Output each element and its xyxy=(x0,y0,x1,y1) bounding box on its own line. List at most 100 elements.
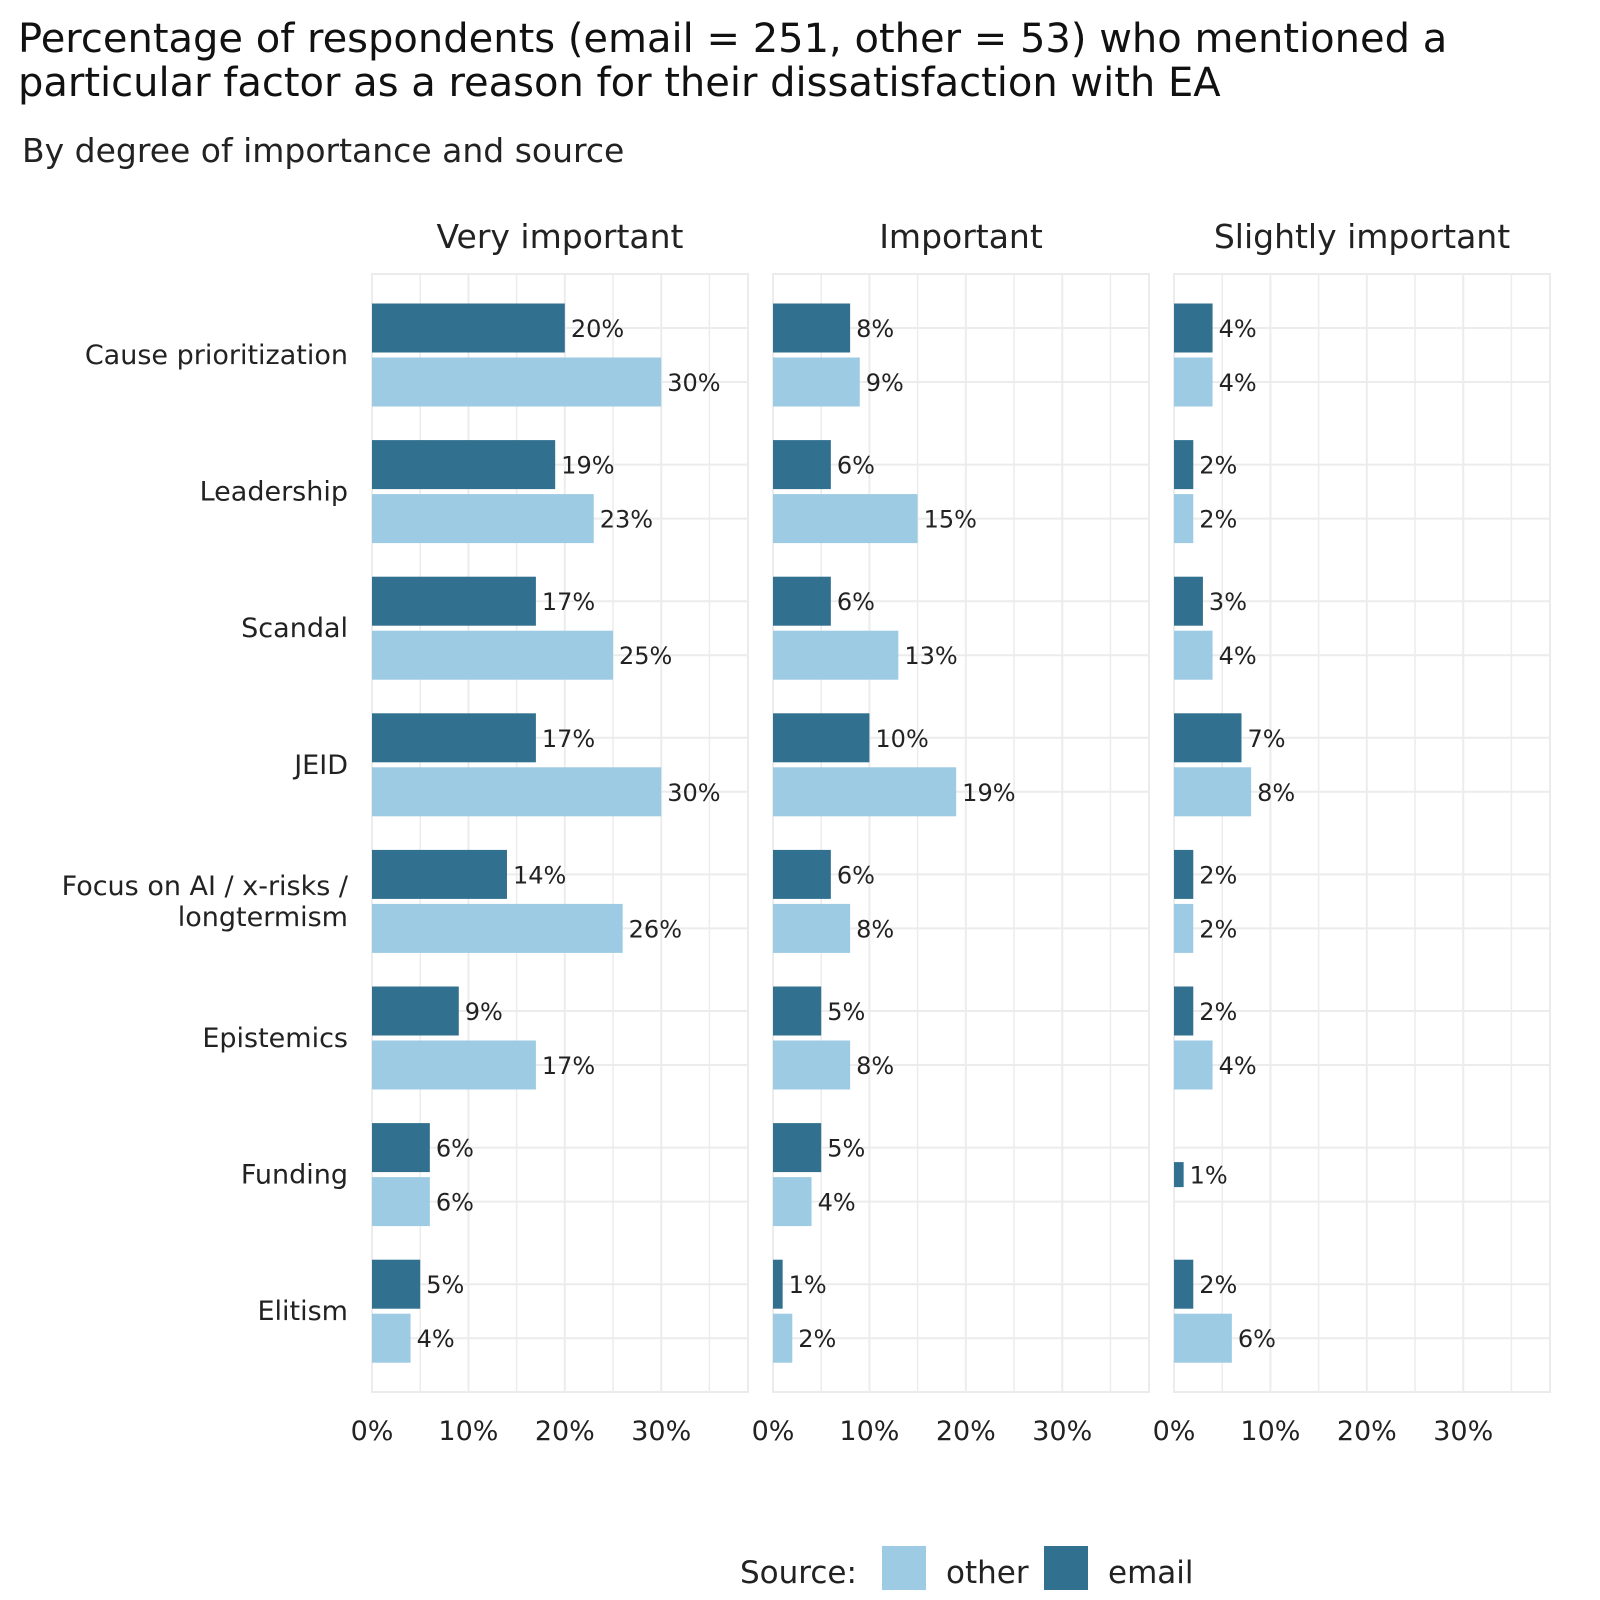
bar-other-jeid xyxy=(1174,767,1252,817)
bar-label-other-epistemics: 4% xyxy=(1219,1052,1257,1080)
x-tick-label: 20% xyxy=(1337,1416,1397,1447)
category-label: Focus on AI / x-risks / longtermism xyxy=(62,871,349,933)
bar-other-funding xyxy=(372,1177,430,1227)
bar-email-leadership xyxy=(1174,440,1194,490)
bar-label-other-elitism: 2% xyxy=(798,1325,836,1353)
chart-title-line-1: Percentage of respondents (email = 251, … xyxy=(18,16,1447,62)
bar-label-other-funding: 4% xyxy=(818,1189,856,1217)
bar-label-email-jeid: 10% xyxy=(875,725,928,753)
category-label: Elitism xyxy=(257,1296,348,1327)
bar-label-email-cause-prioritization: 20% xyxy=(571,315,624,343)
x-tick-label: 10% xyxy=(839,1416,899,1447)
bar-label-email-funding: 5% xyxy=(827,1135,865,1163)
label-layer: Very important 0% 10% 20% 30% 20% 30% 19% 23% 17%… xyxy=(62,217,1511,1447)
bar-email-epistemics xyxy=(773,986,822,1036)
bar-other-scandal xyxy=(372,630,614,680)
bar-other-scandal xyxy=(1174,630,1213,680)
legend-title: Source: xyxy=(740,1555,857,1591)
x-tick-label: 20% xyxy=(535,1416,595,1447)
category-label: Leadership xyxy=(200,477,348,508)
bar-email-focus-on-ai-x-risks-longtermism xyxy=(773,849,831,899)
bar-other-epistemics xyxy=(1174,1040,1213,1090)
bar-label-email-focus-on-ai-x-risks-longtermism: 2% xyxy=(1199,861,1237,889)
bar-label-other-cause-prioritization: 9% xyxy=(866,369,904,397)
legend-swatch-other xyxy=(882,1546,926,1590)
bar-other-cause-prioritization xyxy=(773,357,860,407)
bar-label-email-jeid: 17% xyxy=(542,725,595,753)
bar-email-cause-prioritization xyxy=(773,303,851,353)
legend-label-email: email xyxy=(1108,1555,1194,1591)
x-tick-label: 10% xyxy=(1240,1416,1300,1447)
bar-label-other-elitism: 6% xyxy=(1238,1325,1276,1353)
x-tick-label: 30% xyxy=(631,1416,691,1447)
bar-label-other-cause-prioritization: 4% xyxy=(1219,369,1257,397)
category-label: Funding xyxy=(241,1160,348,1191)
bar-other-elitism xyxy=(1174,1313,1232,1363)
bar-label-other-focus-on-ai-x-risks-longtermism: 2% xyxy=(1199,915,1237,943)
bar-email-focus-on-ai-x-risks-longtermism xyxy=(372,849,507,899)
bar-label-other-focus-on-ai-x-risks-longtermism: 8% xyxy=(856,915,894,943)
bar-other-elitism xyxy=(773,1313,793,1363)
bar-email-funding xyxy=(1174,1162,1184,1188)
legend: Source: other email xyxy=(740,1546,1194,1591)
bar-email-scandal xyxy=(1174,576,1203,626)
bar-other-cause-prioritization xyxy=(1174,357,1213,407)
bar-label-other-scandal: 25% xyxy=(619,642,672,670)
x-tick-label: 30% xyxy=(1032,1416,1092,1447)
bar-email-jeid xyxy=(773,713,870,763)
bar-label-other-focus-on-ai-x-risks-longtermism: 26% xyxy=(629,915,682,943)
bar-label-other-jeid: 30% xyxy=(667,779,720,807)
bar-label-other-leadership: 15% xyxy=(924,506,977,534)
bar-email-cause-prioritization xyxy=(1174,303,1213,353)
bar-email-epistemics xyxy=(372,986,459,1036)
bar-layer xyxy=(372,303,1252,1363)
category-label: JEID xyxy=(292,750,348,781)
bar-label-email-elitism: 2% xyxy=(1199,1271,1237,1299)
legend-label-other: other xyxy=(946,1555,1029,1591)
bar-other-elitism xyxy=(372,1313,411,1363)
bar-email-leadership xyxy=(773,440,831,490)
bar-email-elitism xyxy=(773,1259,783,1309)
bar-label-email-scandal: 6% xyxy=(837,588,875,616)
bar-other-leadership xyxy=(372,494,594,544)
panel-border xyxy=(1173,273,1551,1393)
facet-title-important: Important xyxy=(879,217,1043,256)
bar-other-scandal xyxy=(773,630,899,680)
bar-label-email-cause-prioritization: 8% xyxy=(856,315,894,343)
bar-label-other-scandal: 4% xyxy=(1219,642,1257,670)
bar-label-email-elitism: 1% xyxy=(789,1271,827,1299)
bar-label-other-scandal: 13% xyxy=(904,642,957,670)
category-label: Cause prioritization xyxy=(85,340,348,371)
bar-label-other-jeid: 8% xyxy=(1257,779,1295,807)
bar-label-other-epistemics: 17% xyxy=(542,1052,595,1080)
bar-label-email-elitism: 5% xyxy=(426,1271,464,1299)
bar-other-cause-prioritization xyxy=(372,357,662,407)
x-tick-label: 30% xyxy=(1433,1416,1493,1447)
x-tick-label: 20% xyxy=(936,1416,996,1447)
bar-email-elitism xyxy=(1174,1259,1194,1309)
bar-label-email-leadership: 19% xyxy=(561,452,614,480)
bar-other-focus-on-ai-x-risks-longtermism xyxy=(773,903,851,953)
bar-label-other-leadership: 2% xyxy=(1199,506,1237,534)
bar-other-leadership xyxy=(1174,494,1194,544)
bar-email-scandal xyxy=(773,576,831,626)
bar-other-jeid xyxy=(773,767,957,817)
bar-email-elitism xyxy=(372,1259,421,1309)
x-tick-label: 10% xyxy=(438,1416,498,1447)
bar-other-focus-on-ai-x-risks-longtermism xyxy=(1174,903,1194,953)
chart-title-line-2: particular factor as a reason for their … xyxy=(18,60,1221,106)
bar-other-epistemics xyxy=(372,1040,536,1090)
bar-other-funding xyxy=(773,1177,812,1227)
bar-other-epistemics xyxy=(773,1040,851,1090)
bar-email-focus-on-ai-x-risks-longtermism xyxy=(1174,849,1194,899)
bar-email-scandal xyxy=(372,576,536,626)
category-label: Epistemics xyxy=(202,1023,348,1054)
bar-label-email-leadership: 2% xyxy=(1199,452,1237,480)
bar-label-email-epistemics: 2% xyxy=(1199,998,1237,1026)
bar-label-email-scandal: 17% xyxy=(542,588,595,616)
bar-email-funding xyxy=(372,1123,430,1173)
legend-swatch-email xyxy=(1044,1546,1088,1590)
bar-other-jeid xyxy=(372,767,662,817)
bar-label-email-leadership: 6% xyxy=(837,452,875,480)
